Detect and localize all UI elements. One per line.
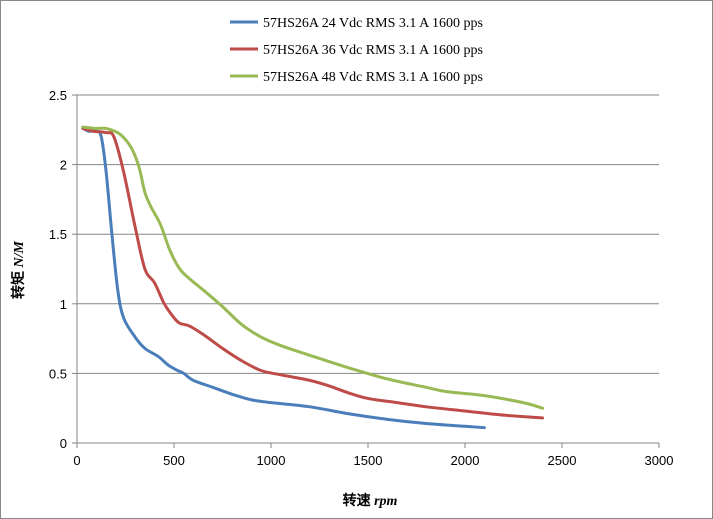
y-tick-label: 0.5 — [49, 366, 67, 381]
x-tick-label: 2500 — [548, 453, 577, 468]
series-lines — [81, 125, 545, 430]
y-tick-label: 0 — [60, 436, 67, 451]
axes: 0 0.5 1 1.5 2 2.5 0 500 1000 1500 2000 2500 3000 — [49, 88, 674, 468]
x-tick-label: 0 — [73, 453, 80, 468]
x-axis-title: 转速 rpm — [343, 492, 398, 509]
axis-titles: 转速 rpm 转矩 N/M — [10, 240, 398, 509]
series-line-1 — [81, 126, 486, 430]
legend-entry-1: 57HS26A 24 Vdc RMS 3.1 A 1600 pps — [263, 16, 483, 31]
y-tick-label: 2 — [60, 158, 67, 173]
legend: 57HS26A 24 Vdc RMS 3.1 A 1600 pps 57HS26A… — [230, 16, 483, 85]
y-tick-label: 1.5 — [49, 227, 67, 242]
x-tick-label: 3000 — [645, 453, 674, 468]
y-tick-label: 1 — [60, 297, 67, 312]
x-tick-label: 1000 — [257, 453, 286, 468]
series-line-3 — [81, 125, 545, 410]
y-tick-label: 2.5 — [49, 88, 67, 103]
series-line-2 — [81, 126, 545, 420]
x-tick-label: 1500 — [354, 453, 383, 468]
legend-entry-2: 57HS26A 36 Vdc RMS 3.1 A 1600 pps — [263, 43, 483, 58]
legend-entry-3: 57HS26A 48 Vdc RMS 3.1 A 1600 pps — [263, 70, 483, 85]
y-axis-title: 转矩 N/M — [10, 240, 27, 299]
x-tick-label: 2000 — [451, 453, 480, 468]
gridlines — [77, 94, 659, 374]
x-tick-label: 500 — [163, 453, 185, 468]
